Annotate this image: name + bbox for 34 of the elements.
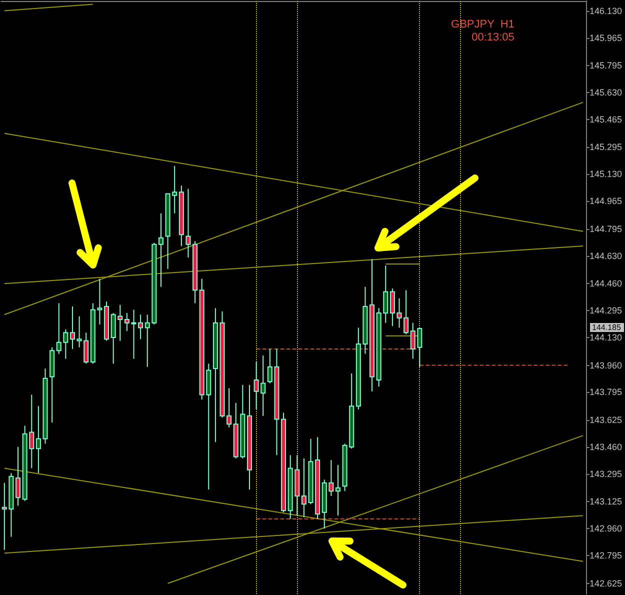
y-tick-label: 145.630 (589, 87, 622, 98)
candlestick (301, 458, 306, 518)
candlestick (186, 188, 191, 258)
y-tick-label: 146.130 (589, 6, 622, 16)
y-tick-label: 143.625 (589, 415, 622, 426)
y-tick-label: 145.965 (589, 32, 622, 43)
y-tick-label: 144.630 (589, 250, 622, 261)
text: 144.185 (592, 323, 622, 332)
candlestick (335, 464, 340, 516)
y-tick-label: 143.125 (589, 496, 622, 507)
text: GBPJPY H1 (451, 18, 514, 30)
y-tick-label: 144.795 (589, 224, 622, 234)
y-tick-label: 144.965 (589, 196, 622, 206)
y-tick-label: 145.465 (589, 114, 622, 124)
y-tick-label: 145.130 (589, 169, 622, 180)
y-tick-label: 143.295 (589, 468, 622, 479)
y-tick-label: 143.960 (589, 360, 622, 370)
y-tick-label: 142.625 (589, 578, 622, 588)
candlestick (158, 212, 164, 288)
y-tick-label: 145.795 (589, 60, 622, 71)
y-tick-label: 143.460 (589, 442, 622, 452)
candlestick (70, 306, 75, 350)
candlestick (124, 312, 130, 332)
candlestick (16, 446, 21, 506)
y-tick-label: 143.795 (589, 387, 622, 398)
candlestick (390, 288, 395, 327)
y-tick-label: 142.795 (589, 550, 622, 561)
y-tick-label: 144.295 (589, 306, 622, 316)
y-tick-label: 144.460 (589, 278, 622, 289)
text: 00:13:05 (472, 32, 514, 44)
y-tick-label: 145.295 (589, 142, 622, 152)
y-tick-label: 142.960 (589, 524, 622, 534)
y-tick-label: 144.130 (589, 332, 622, 343)
candlestick (36, 406, 41, 474)
